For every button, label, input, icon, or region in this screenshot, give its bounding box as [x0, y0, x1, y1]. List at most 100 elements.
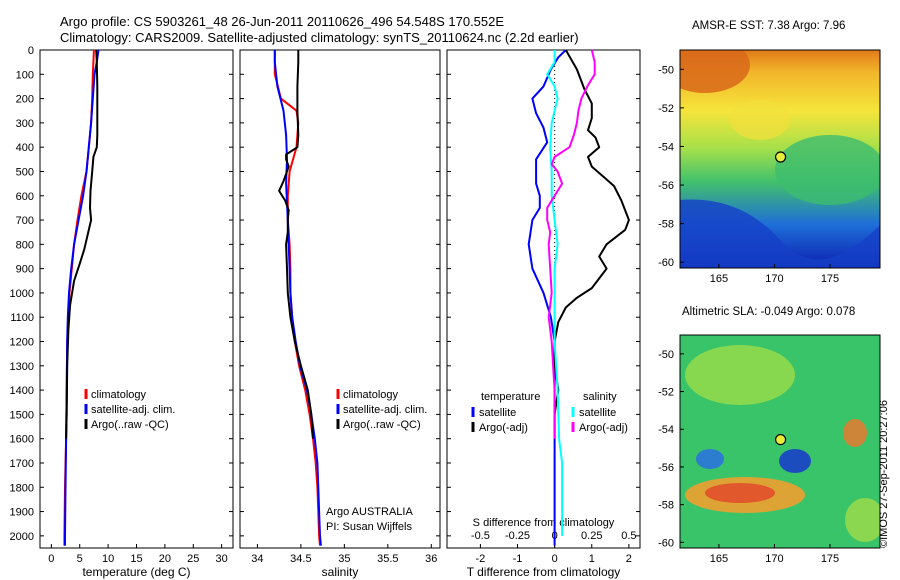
legend-label: climatology: [91, 389, 147, 401]
sla-map-frame: [679, 334, 881, 549]
map-x-tick-label: 165: [710, 553, 728, 565]
map-y-tick-label: -50: [658, 349, 674, 361]
sla-cold-eddy: [696, 449, 724, 469]
y-tick-label: 0: [28, 45, 34, 57]
sla-warm-eddy: [843, 419, 867, 447]
y-tick-label: 1400: [10, 385, 34, 397]
legend-label: satellite-adj. clim.: [91, 404, 175, 416]
x-tick-label: 10: [102, 553, 114, 565]
y-tick-label: 1700: [10, 458, 34, 470]
y-tick-label: 900: [16, 264, 34, 276]
series-salinity-satellite: [546, 50, 564, 536]
y-tick-label: 200: [16, 94, 34, 106]
series-temperature-argo-adj-: [553, 49, 630, 439]
x-axis-label-salinity: salinity: [322, 565, 359, 579]
series-argo-raw-qc-: [65, 49, 99, 439]
map-x-tick-label: 170: [765, 273, 783, 285]
map-y-tick-label: -58: [658, 500, 674, 512]
x-tick-label: 0: [48, 553, 54, 565]
sla-light-patch: [845, 498, 880, 542]
x-tick-label: 2: [626, 553, 632, 565]
x-tick-label: 1: [589, 553, 595, 565]
sla-hot-patch: [705, 483, 775, 503]
map-x-tick-label: 165: [710, 273, 728, 285]
y-tick-label: 1300: [10, 361, 34, 373]
y-tick-label: 2000: [10, 531, 34, 543]
sst-map-field: [680, 50, 880, 268]
sst-green-patch: [775, 135, 880, 205]
x-axis-label-temperature: temperature (deg C): [82, 565, 190, 579]
map-y-tick-label: -60: [658, 537, 674, 549]
x-tick-label: -2: [476, 553, 486, 565]
x-tick-label: 5: [77, 553, 83, 565]
x-tick-label: 34: [251, 553, 263, 565]
series-argo-raw-qc-: [278, 50, 314, 439]
map-x-tick-label: 175: [821, 553, 839, 565]
sst-map-frame: [679, 49, 881, 269]
y-tick-label: 1500: [10, 409, 34, 421]
sla-light-patch: [685, 345, 795, 405]
x-tick-label: 0: [552, 553, 558, 565]
x-tick-label: 15: [130, 553, 142, 565]
y-tick-label: 100: [16, 69, 34, 81]
annotation-argo-australia: Argo AUSTRALIA: [326, 506, 413, 518]
s-tick-label: 0.25: [581, 530, 602, 542]
y-tick-label: 1600: [10, 434, 34, 446]
x-tick-label: 34.5: [290, 553, 311, 565]
x-tick-label: 36: [425, 553, 437, 565]
y-tick-label: 800: [16, 239, 34, 251]
map-y-tick-label: -52: [658, 103, 674, 115]
sla-cold-eddy: [779, 449, 811, 473]
map-y-tick-label: -56: [658, 180, 674, 192]
sst-cold-patch: [680, 199, 880, 268]
y-tick-label: 300: [16, 118, 34, 130]
x-tick-label: 20: [159, 553, 171, 565]
panel-frame-difference: [446, 49, 641, 549]
map-x-tick-label: 170: [765, 553, 783, 565]
y-tick-label: 1000: [10, 288, 34, 300]
x-tick-label: 35: [338, 553, 350, 565]
series-temperature-satellite: [527, 49, 567, 546]
legend-label: satellite: [479, 407, 516, 419]
x-tick-label: 35.5: [377, 553, 398, 565]
x-tick-label: 30: [216, 553, 228, 565]
sst-yellow-patch: [730, 100, 790, 140]
argo-float-marker: [774, 151, 787, 163]
figure-title-line2: Climatology: CARS2009. Satellite-adjuste…: [60, 30, 579, 45]
legend-label: climatology: [343, 389, 399, 401]
map-y-tick-label: -52: [658, 387, 674, 399]
x-axis-label-difference: T difference from climatology: [467, 565, 621, 579]
s-axis-label: S difference from climatology: [473, 517, 615, 529]
series-salinity-argo-adj-: [546, 49, 596, 439]
map-y-tick-label: -54: [658, 141, 674, 153]
legend-label: Argo(-adj): [579, 422, 628, 434]
x-tick-label: 25: [187, 553, 199, 565]
y-tick-label: 1100: [10, 312, 34, 324]
map-y-tick-label: -50: [658, 64, 674, 76]
map-y-tick-label: -56: [658, 462, 674, 474]
legend-temperature-title: temperature: [481, 391, 540, 403]
y-tick-label: 1800: [10, 482, 34, 494]
map-y-tick-label: -60: [658, 257, 674, 269]
y-tick-label: 400: [16, 142, 34, 154]
series-satellite-adj-clim-: [273, 50, 322, 546]
y-tick-label: 600: [16, 191, 34, 203]
legend-label: satellite: [579, 407, 616, 419]
map-y-tick-label: -54: [658, 424, 674, 436]
legend-label: Argo(..raw -QC): [91, 419, 169, 431]
legend-salinity-title: salinity: [583, 391, 617, 403]
legend-label: satellite-adj. clim.: [343, 404, 427, 416]
panel-frame-salinity: [239, 49, 441, 549]
s-tick-label: -0.25: [505, 530, 530, 542]
sla-map-title: Altimetric SLA: -0.049 Argo: 0.078: [682, 306, 856, 318]
legend-label: Argo(..raw -QC): [343, 419, 421, 431]
sst-warm-patch: [680, 50, 750, 93]
y-tick-label: 1900: [10, 507, 34, 519]
map-y-tick-label: -58: [658, 219, 674, 231]
y-tick-label: 1200: [10, 337, 34, 349]
map-x-tick-label: 175: [821, 273, 839, 285]
s-tick-label: -0.5: [471, 530, 490, 542]
y-tick-label: 700: [16, 215, 34, 227]
